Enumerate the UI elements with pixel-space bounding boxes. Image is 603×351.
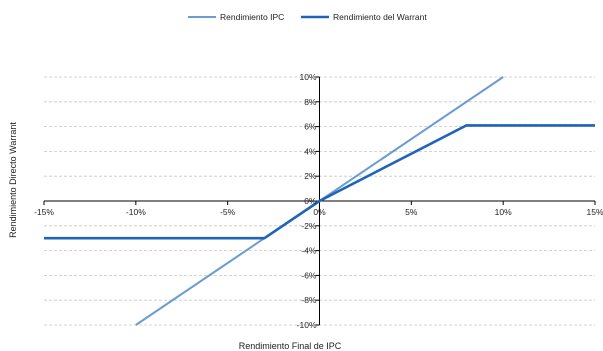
legend-label-1: Rendimiento del Warrant [333, 12, 427, 22]
y-tick-label-4: -2% [301, 221, 317, 231]
y-tick-label-1: -8% [301, 295, 317, 305]
y-tick-label-3: -4% [301, 246, 317, 256]
x-tick-label-2: -5% [220, 207, 236, 217]
x-tick-label-4: 5% [405, 207, 418, 217]
x-tick-label-5: 10% [495, 207, 512, 217]
legend-label-0: Rendimiento IPC [220, 12, 284, 22]
y-tick-label-0: -10% [297, 320, 317, 330]
y-axis-title: Rendimiento Directo Warrant [8, 122, 18, 238]
y-tick-label-6: 2% [304, 171, 317, 181]
y-tick-label-2: -6% [301, 270, 317, 280]
x-tick-label-6: 15% [586, 207, 603, 217]
y-tick-label-10: 10% [299, 72, 316, 82]
legend: Rendimiento IPC Rendimiento del Warrant [188, 12, 427, 22]
tick-labels: -15% -10% -5% 0% 5% 10% 15% -10% -8% -6% -4% -2% 0% 2… [34, 72, 603, 330]
x-tick-label-0: -15% [34, 207, 54, 217]
y-tick-label-5: 0% [304, 196, 317, 206]
y-tick-label-8: 6% [304, 122, 317, 132]
series-line-1 [44, 124, 595, 240]
x-tick-label-1: -10% [126, 207, 146, 217]
y-tick-label-7: 4% [304, 146, 317, 156]
x-axis-title: Rendimiento Final de IPC [239, 341, 342, 351]
x-tick-label-3: 0% [313, 207, 326, 217]
series-lines [44, 76, 595, 326]
y-tick-label-9: 8% [304, 97, 317, 107]
